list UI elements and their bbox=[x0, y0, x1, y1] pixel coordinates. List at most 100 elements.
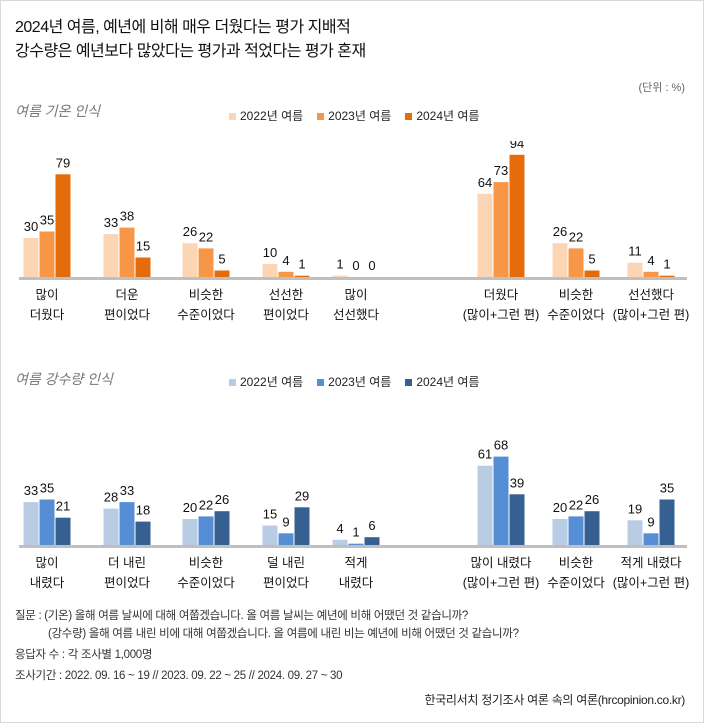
bar bbox=[643, 271, 659, 277]
x-axis-line bbox=[19, 545, 687, 548]
bar bbox=[659, 275, 675, 277]
data-label: 35 bbox=[40, 213, 54, 228]
bar bbox=[627, 520, 643, 545]
data-label: 33 bbox=[104, 215, 118, 230]
data-label: 33 bbox=[24, 483, 38, 498]
unit-label: (단위 : %) bbox=[638, 82, 685, 94]
category-label: 덜 내린 bbox=[267, 556, 305, 570]
bar bbox=[568, 248, 584, 277]
category-label: 비슷한 bbox=[559, 556, 594, 570]
legend-label: 2024년 여름 bbox=[416, 375, 480, 389]
legend-label: 2022년 여름 bbox=[240, 109, 304, 123]
legend-swatch bbox=[229, 113, 236, 121]
category-label: 더운 bbox=[115, 288, 138, 302]
data-label: 38 bbox=[120, 209, 134, 224]
data-label: 61 bbox=[478, 447, 492, 462]
data-label: 22 bbox=[569, 497, 583, 512]
data-label: 39 bbox=[510, 475, 524, 490]
bar bbox=[552, 519, 568, 545]
bar bbox=[278, 271, 294, 277]
bar bbox=[39, 231, 55, 277]
legend-label: 2024년 여름 bbox=[416, 109, 480, 123]
legend-item: 2022년 여름 bbox=[229, 107, 303, 124]
data-label: 0 bbox=[352, 258, 359, 273]
category-label: 비슷한 bbox=[559, 288, 594, 302]
title-line-2: 강수량은 예년보다 많았다는 평가과 적었다는 평가 혼재 bbox=[15, 43, 366, 60]
data-label: 1 bbox=[298, 257, 305, 272]
data-label: 4 bbox=[647, 253, 654, 268]
data-label: 30 bbox=[24, 219, 38, 234]
category-label: 내렸다 bbox=[339, 576, 374, 590]
title-line-1: 2024년 여름, 예년에 비해 매우 더웠다는 평가 지배적 bbox=[15, 19, 351, 36]
category-label: 많이 bbox=[344, 288, 367, 302]
bar bbox=[509, 154, 525, 277]
bar bbox=[627, 262, 643, 277]
bar bbox=[135, 257, 151, 277]
data-label: 22 bbox=[199, 229, 213, 244]
bar bbox=[39, 499, 55, 545]
data-label: 1 bbox=[352, 525, 359, 540]
bar bbox=[477, 465, 493, 545]
data-label: 6 bbox=[368, 518, 375, 533]
bar bbox=[294, 275, 310, 277]
bar bbox=[493, 182, 509, 277]
category-label: 선선했다 bbox=[333, 307, 380, 322]
data-label: 35 bbox=[660, 481, 674, 496]
category-label: (많이+그런 편) bbox=[613, 308, 690, 322]
legend-swatch bbox=[405, 379, 413, 387]
bar bbox=[364, 537, 380, 545]
legend-label: 2023년 여름 bbox=[328, 109, 392, 123]
category-label: 적게 bbox=[344, 556, 367, 570]
category-label: (많이+그런 편) bbox=[463, 576, 540, 590]
data-label: 28 bbox=[104, 490, 118, 505]
category-label: 수준이었다 bbox=[547, 576, 605, 590]
bar bbox=[55, 174, 71, 277]
data-label: 18 bbox=[136, 503, 150, 518]
bar bbox=[477, 193, 493, 277]
respondents: 응답자 수 : 각 조사별 1,000명 bbox=[15, 649, 153, 661]
category-label: 수준이었다 bbox=[177, 576, 235, 590]
legend-item: 2024년 여름 bbox=[405, 107, 479, 124]
category-label: (많이+그런 편) bbox=[463, 308, 540, 322]
bar bbox=[262, 525, 278, 545]
data-label: 68 bbox=[494, 438, 508, 453]
legend-swatch bbox=[229, 379, 236, 387]
data-label: 1 bbox=[336, 257, 343, 272]
bar bbox=[659, 499, 675, 545]
category-label: 편이었다 bbox=[263, 308, 310, 322]
category-label: 편이었다 bbox=[263, 576, 310, 590]
question-temperature: 질문 : (기온) 올해 여름 날씨에 대해 여쭙겠습니다. 올 여름 날씨는 … bbox=[15, 610, 469, 622]
x-axis-line bbox=[19, 277, 687, 280]
data-label: 73 bbox=[494, 163, 508, 178]
bar bbox=[584, 511, 600, 545]
bar bbox=[584, 270, 600, 277]
category-label: 편이었다 bbox=[104, 576, 151, 590]
data-label: 22 bbox=[569, 229, 583, 244]
bar bbox=[348, 543, 364, 545]
bar bbox=[552, 243, 568, 277]
bar bbox=[119, 227, 135, 277]
category-label: 내렸다 bbox=[30, 576, 65, 590]
bar bbox=[182, 519, 198, 545]
data-label: 21 bbox=[56, 499, 70, 514]
bar bbox=[182, 243, 198, 277]
data-label: 15 bbox=[263, 507, 277, 522]
bar bbox=[103, 234, 119, 277]
legend-item: 2022년 여름 bbox=[229, 373, 303, 390]
survey-period: 조사기간 : 2022. 09. 16 ~ 19 // 2023. 09. 22… bbox=[15, 670, 343, 682]
data-label: 35 bbox=[40, 481, 54, 496]
section-title-rainfall: 여름 강수량 인식 bbox=[15, 371, 113, 387]
legend-swatch bbox=[405, 113, 413, 121]
data-label: 64 bbox=[478, 175, 492, 190]
bar bbox=[119, 502, 135, 545]
data-label: 4 bbox=[282, 253, 289, 268]
legend-item: 2023년 여름 bbox=[317, 373, 391, 390]
category-label: 더 내린 bbox=[108, 556, 146, 570]
category-label: 많이 bbox=[35, 556, 58, 570]
legend-temperature: 2022년 여름 2023년 여름 2024년 여름 bbox=[229, 107, 479, 124]
bar bbox=[198, 516, 214, 545]
category-label: 비슷한 bbox=[189, 288, 224, 302]
